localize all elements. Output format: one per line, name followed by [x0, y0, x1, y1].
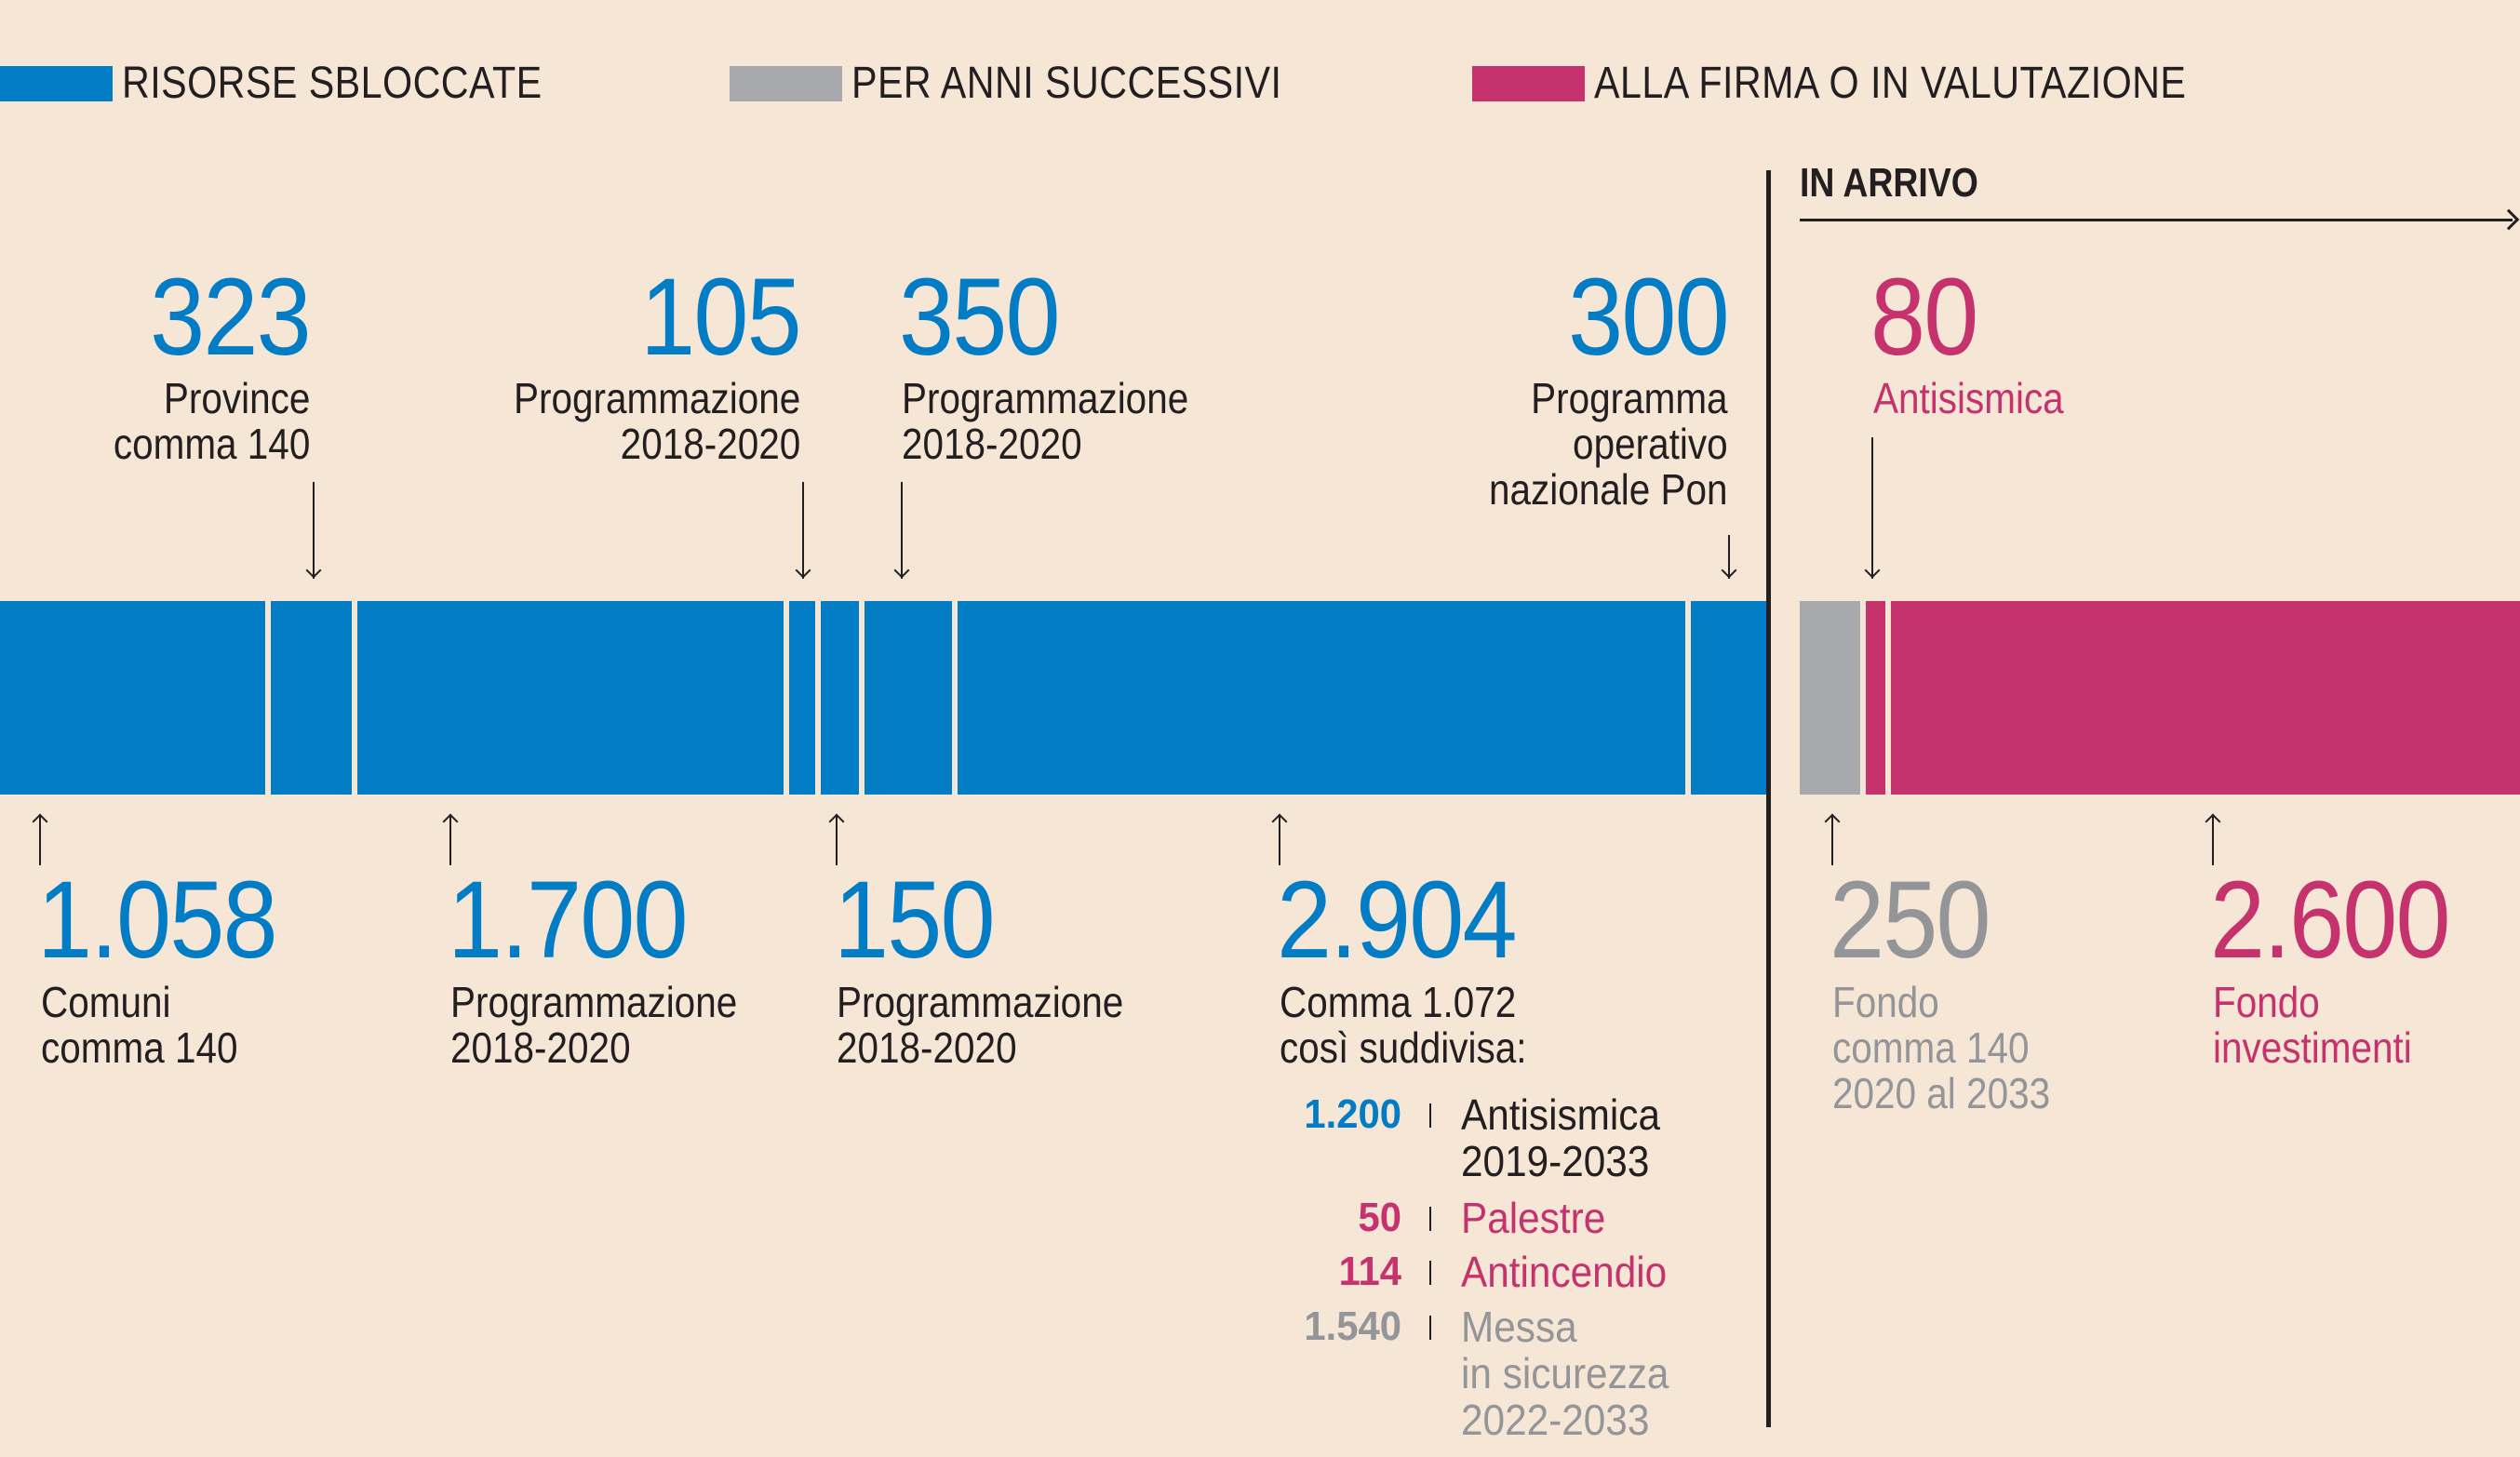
- arrow-up-icon: [1271, 813, 1288, 830]
- breakdown-label-palestre: Palestre: [1461, 1194, 1606, 1242]
- value-label-programmazione-150: 150: [834, 859, 996, 982]
- arrow-up-icon: [32, 813, 48, 830]
- arrow-down-pon: [1728, 535, 1730, 579]
- arrow-down-programmazione-105: [802, 482, 804, 579]
- section-divider: [1766, 170, 1771, 1427]
- arrow-down-icon: [305, 562, 322, 579]
- bar-segment-2600: [1890, 601, 2520, 795]
- breakdown-separator: [1429, 1207, 1431, 1231]
- arrow-up-icon: [2205, 813, 2221, 830]
- arrow-up-icon: [1824, 813, 1841, 830]
- bar-segment-300: [1691, 601, 1766, 795]
- breakdown-label-antincendio: Antincendio: [1461, 1248, 1668, 1296]
- bar-segment-1700: [357, 601, 784, 795]
- in-arrivo-heading: IN ARRIVO: [1800, 160, 1978, 206]
- arrow-down-icon: [1721, 562, 1737, 579]
- bar-segment-150: [821, 601, 859, 795]
- arrow-up-comma-1072: [1279, 815, 1280, 865]
- segment-label-antisismica-80: Antisismica: [1873, 374, 2064, 422]
- breakdown-value-palestre: 50: [1358, 1195, 1401, 1240]
- value-label-pon: 300: [1568, 256, 1730, 379]
- value-label-comuni: 1.058: [37, 859, 278, 982]
- bar-segment-80: [1866, 601, 1885, 795]
- legend-label-alla-firma: ALLA FIRMA O IN VALUTAZIONE: [1594, 59, 2187, 108]
- segment-label-programmazione-150: Programmazione 2018-2020: [837, 978, 1124, 1072]
- breakdown-separator: [1429, 1261, 1431, 1285]
- legend-swatch-per-anni-successivi: [730, 66, 842, 101]
- arrow-up-programmazione-150: [836, 815, 838, 865]
- value-label-fondo-comma-140: 250: [1830, 859, 1991, 982]
- bar-segment-1058: [0, 601, 265, 795]
- value-label-programmazione-105: 105: [640, 256, 802, 379]
- breakdown-separator: [1429, 1316, 1431, 1340]
- breakdown-label-messa-in-sicurezza: Messa in sicurezza 2022-2033: [1461, 1303, 1669, 1444]
- segment-label-fondo-comma-140: Fondo comma 140 2020 al 2033: [1832, 978, 2051, 1117]
- segment-label-comma-1072: Comma 1.072 così suddivisa:: [1280, 978, 1527, 1072]
- bar-segment-250: [1800, 601, 1861, 795]
- arrow-up-icon: [442, 813, 459, 830]
- value-label-programmazione-350: 350: [899, 256, 1061, 379]
- value-label-programmazione-1700: 1.700: [448, 859, 689, 982]
- arrow-up-fondo-comma-140: [1831, 815, 1833, 865]
- breakdown-value-antisismica: 1.200: [1304, 1091, 1401, 1137]
- in-arrivo-arrow-line: [1800, 219, 2513, 221]
- bar-segment-350: [864, 601, 952, 795]
- value-label-province: 323: [150, 256, 312, 379]
- arrow-right-icon: [2498, 208, 2520, 231]
- bar-segment-2904: [957, 601, 1686, 795]
- segment-label-pon: Programma operativo nazionale Pon: [1489, 374, 1728, 514]
- breakdown-value-messa-in-sicurezza: 1.540: [1304, 1303, 1401, 1349]
- value-label-antisismica-80: 80: [1870, 256, 1978, 379]
- arrow-down-icon: [893, 562, 910, 579]
- segment-label-comuni: Comuni comma 140: [41, 978, 238, 1072]
- segment-label-programmazione-350: Programmazione 2018-2020: [902, 374, 1189, 468]
- arrow-down-icon: [1864, 562, 1881, 579]
- arrow-down-province: [313, 482, 315, 579]
- segment-label-programmazione-105: Programmazione 2018-2020: [513, 374, 800, 468]
- legend-label-per-anni-successivi: PER ANNI SUCCESSIVI: [851, 59, 1282, 108]
- arrow-down-programmazione-350: [901, 482, 903, 579]
- segment-label-province: Province comma 140: [113, 374, 310, 468]
- breakdown-label-antisismica: Antisismica 2019-2033: [1461, 1090, 1661, 1185]
- arrow-up-fondo-investimenti: [2212, 815, 2214, 865]
- value-label-comma-1072: 2.904: [1277, 859, 1518, 982]
- arrow-down-icon: [795, 562, 811, 579]
- bar-segment-105: [788, 601, 816, 795]
- breakdown-separator: [1429, 1103, 1431, 1128]
- arrow-up-comuni: [39, 815, 41, 865]
- arrow-up-programmazione-1700: [449, 815, 451, 865]
- bar-segment-323: [270, 601, 352, 795]
- arrow-up-icon: [828, 813, 845, 830]
- segment-label-fondo-investimenti: Fondo investimenti: [2213, 978, 2412, 1072]
- segment-label-programmazione-1700: Programmazione 2018-2020: [450, 978, 738, 1072]
- value-label-fondo-investimenti: 2.600: [2210, 859, 2451, 982]
- breakdown-value-antincendio: 114: [1338, 1249, 1401, 1294]
- legend-swatch-alla-firma: [1472, 66, 1585, 101]
- legend-label-risorse-sbloccate: RISORSE SBLOCCATE: [122, 59, 543, 108]
- legend-swatch-risorse-sbloccate: [0, 66, 113, 101]
- arrow-down-antisismica-80: [1871, 437, 1873, 579]
